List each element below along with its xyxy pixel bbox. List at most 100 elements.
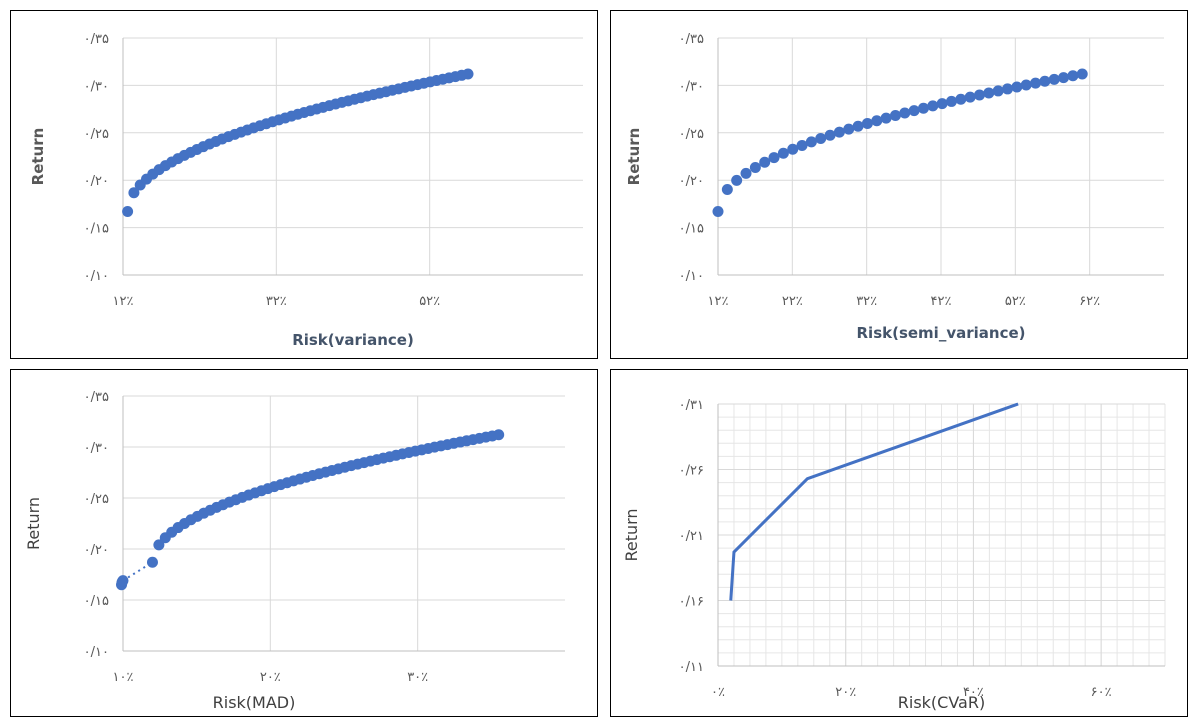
x-axis-title: Risk(CVaR) xyxy=(898,693,985,712)
y-tick-label: ۰/۱۰ xyxy=(84,269,109,284)
chart-panel-semi-variance: ۰/۱۰ ۰/۱۵ ۰/۲۰ ۰/۲۵ ۰/۳۰ ۰/۳۵ ۱۲٪ ۲۲٪ ۳۲٪ ۴۲٪ ۵۲٪ ۶… xyxy=(610,10,1188,359)
y-axis-title: Return xyxy=(625,128,643,186)
data-point xyxy=(768,152,780,164)
data-point xyxy=(861,117,873,129)
y-tick-label: ۰/۲۰ xyxy=(84,543,109,558)
series-line xyxy=(729,402,1019,601)
x-tick-label: ۴۰٪ xyxy=(963,685,984,700)
x-tick-label: ۲۰٪ xyxy=(260,670,281,685)
chart-variance: ۰/۱۰ ۰/۱۵ ۰/۲۰ ۰/۲۵ ۰/۳۰ ۰/۳۵ ۱۲٪ ۳۲٪ ۵۲٪ Risk(va… xyxy=(29,32,583,349)
data-point xyxy=(927,100,939,112)
data-point xyxy=(871,115,883,127)
data-point xyxy=(964,91,976,103)
chart-panel-cvar: ۰/۱۱ ۰/۱۶ ۰/۲۱ ۰/۲۶ ۰/۳۱ ۰٪ ۲۰٪ ۴۰٪ ۶۰٪ Risk(CVaR… xyxy=(610,369,1188,717)
y-tick-label: ۰/۲۰ xyxy=(679,174,704,189)
x-tick-label: ۳۰٪ xyxy=(407,670,428,685)
data-point xyxy=(815,132,827,144)
y-tick-label: ۰/۳۰ xyxy=(679,79,704,94)
data-point xyxy=(128,187,140,199)
y-tick-label: ۰/۳۱ xyxy=(679,398,704,413)
data-point xyxy=(1076,68,1088,80)
data-point xyxy=(945,95,957,107)
data-point xyxy=(1067,70,1079,82)
data-point xyxy=(843,123,855,135)
data-point xyxy=(805,136,817,148)
data-point xyxy=(936,98,948,110)
data-point xyxy=(796,139,808,151)
data-point xyxy=(749,161,761,173)
data-point xyxy=(983,87,995,99)
data-point xyxy=(917,102,929,114)
y-tick-label: ۰/۲۵ xyxy=(84,492,109,507)
data-point xyxy=(1039,75,1051,87)
data-point xyxy=(1020,79,1032,91)
data-point xyxy=(153,539,165,551)
x-tick-label: ۲۲٪ xyxy=(782,294,803,309)
x-tick-label: ۳۲٪ xyxy=(266,294,287,309)
data-point xyxy=(955,93,967,105)
data-point xyxy=(777,147,789,159)
y-tick-label: ۰/۳۵ xyxy=(679,32,704,47)
data-point xyxy=(880,112,892,124)
x-tick-label: ۵۲٪ xyxy=(1005,294,1026,309)
chart-panel-mad: ۰/۱۰ ۰/۱۵ ۰/۲۰ ۰/۲۵ ۰/۳۰ ۰/۳۵ ۱۰٪ ۲۰٪ ۳۰٪ Risk(MA… xyxy=(10,369,598,717)
y-tick-label: ۰/۱۰ xyxy=(679,269,704,284)
data-point xyxy=(712,205,724,217)
x-tick-label: ۱۲٪ xyxy=(708,294,729,309)
y-tick-label: ۰/۱۵ xyxy=(84,222,109,237)
y-tick-label: ۰/۱۵ xyxy=(84,594,109,609)
x-axis-title: Risk(semi_variance) xyxy=(857,324,1026,342)
data-point xyxy=(759,156,771,168)
y-tick-label: ۰/۳۰ xyxy=(84,441,109,456)
y-tick-label: ۰/۲۵ xyxy=(84,127,109,142)
y-axis-title: Return xyxy=(622,508,641,561)
data-point xyxy=(122,205,134,217)
y-tick-label: ۰/۱۵ xyxy=(679,222,704,237)
y-tick-label: ۰/۲۰ xyxy=(84,174,109,189)
data-point xyxy=(731,174,743,186)
x-axis-title: Risk(MAD) xyxy=(213,693,296,712)
data-point xyxy=(787,143,799,155)
data-point xyxy=(1048,73,1060,85)
data-point xyxy=(146,556,158,568)
x-tick-label: ۶۲٪ xyxy=(1079,294,1100,309)
data-point xyxy=(462,68,474,80)
y-axis-title: Return xyxy=(24,497,43,550)
data-point xyxy=(493,429,505,441)
x-tick-label: ۲۰٪ xyxy=(835,685,856,700)
x-tick-label: ۳۲٪ xyxy=(856,294,877,309)
x-tick-label: ۴۲٪ xyxy=(931,294,952,309)
x-tick-label: ۰٪ xyxy=(711,685,725,700)
y-tick-label: ۰/۱۶ xyxy=(679,595,704,610)
y-tick-label: ۰/۳۵ xyxy=(84,32,109,47)
data-point xyxy=(908,105,920,117)
data-point xyxy=(721,183,733,195)
data-point xyxy=(1058,72,1070,84)
data-point xyxy=(740,167,752,179)
x-tick-label: ۱۲٪ xyxy=(113,294,134,309)
chart-cvar: ۰/۱۱ ۰/۱۶ ۰/۲۱ ۰/۲۶ ۰/۳۱ ۰٪ ۲۰٪ ۴۰٪ ۶۰٪ Risk(CVaR… xyxy=(622,398,1166,712)
x-axis-title: Risk(variance) xyxy=(292,331,414,349)
y-tick-label: ۰/۳۰ xyxy=(84,79,109,94)
data-point xyxy=(1011,81,1023,93)
x-tick-label: ۵۲٪ xyxy=(419,294,440,309)
data-point xyxy=(1030,77,1042,89)
y-tick-label: ۰/۲۵ xyxy=(679,127,704,142)
data-point xyxy=(824,129,836,141)
chart-semi-variance: ۰/۱۰ ۰/۱۵ ۰/۲۰ ۰/۲۵ ۰/۳۰ ۰/۳۵ ۱۲٪ ۲۲٪ ۳۲٪ ۴۲٪ ۵۲٪ ۶… xyxy=(625,32,1164,342)
data-point xyxy=(992,85,1004,97)
data-point xyxy=(852,120,864,132)
y-tick-label: ۰/۲۱ xyxy=(679,529,704,544)
y-tick-label: ۰/۱۱ xyxy=(679,660,704,675)
y-tick-label: ۰/۱۰ xyxy=(84,645,109,660)
y-tick-label: ۰/۲۶ xyxy=(679,464,704,479)
y-tick-label: ۰/۳۵ xyxy=(84,390,109,405)
data-point xyxy=(899,107,911,119)
data-point xyxy=(974,89,986,101)
chart-mad: ۰/۱۰ ۰/۱۵ ۰/۲۰ ۰/۲۵ ۰/۳۰ ۰/۳۵ ۱۰٪ ۲۰٪ ۳۰٪ Risk(MA… xyxy=(24,390,565,712)
data-point xyxy=(889,110,901,122)
y-axis-title: Return xyxy=(29,128,47,186)
x-tick-label: ۶۰٪ xyxy=(1091,685,1112,700)
data-point xyxy=(833,126,845,138)
x-tick-label: ۱۰٪ xyxy=(113,670,134,685)
